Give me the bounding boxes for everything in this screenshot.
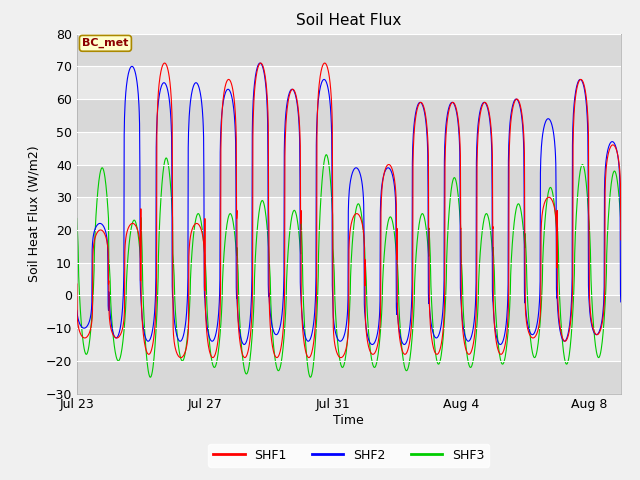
Bar (77, 230, 621, 263)
Legend: SHF1, SHF2, SHF3: SHF1, SHF2, SHF3 (209, 444, 489, 467)
Bar (77, 66, 621, 99)
Bar (77, 361, 621, 394)
X-axis label: Time: Time (333, 414, 364, 427)
Bar (77, 132, 621, 165)
Bar (77, 99, 621, 132)
Title: Soil Heat Flux: Soil Heat Flux (296, 13, 401, 28)
Bar (77, 263, 621, 295)
Bar (77, 165, 621, 197)
Bar (77, 295, 621, 328)
Text: BC_met: BC_met (82, 38, 129, 48)
Bar (77, 34, 621, 66)
Bar (77, 328, 621, 361)
Bar (77, 197, 621, 230)
Y-axis label: Soil Heat Flux (W/m2): Soil Heat Flux (W/m2) (27, 145, 40, 282)
